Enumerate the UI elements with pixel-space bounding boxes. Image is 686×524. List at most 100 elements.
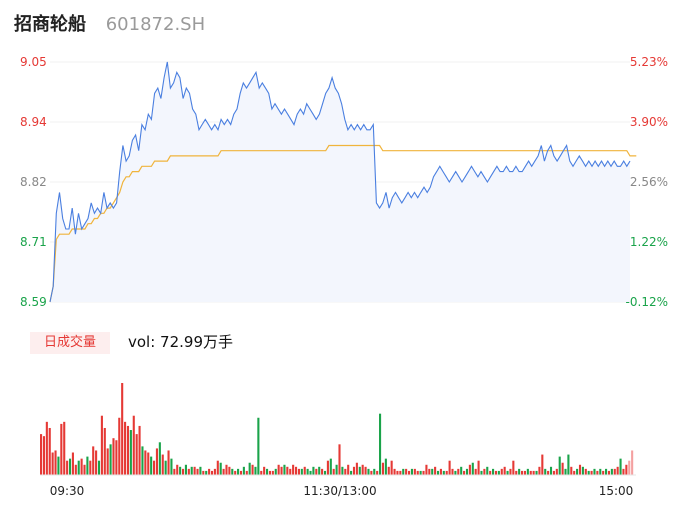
volume-bar <box>158 442 161 475</box>
volume-bar <box>361 464 364 475</box>
volume-bar <box>541 454 544 475</box>
volume-bar <box>118 417 121 475</box>
volume-bar <box>184 464 187 475</box>
volume-bar <box>538 466 541 475</box>
volume-bar <box>225 464 228 475</box>
volume-bar <box>518 468 521 475</box>
stock-name: 招商轮船 <box>14 14 86 35</box>
volume-bar <box>549 466 553 475</box>
volume-bar <box>445 470 448 475</box>
volume-bar <box>83 464 86 475</box>
volume-bar <box>294 466 298 475</box>
volume-bar <box>100 415 103 475</box>
time-axis: 09:30 11:30/13:00 15:00 <box>50 484 634 498</box>
volume-bar <box>465 468 469 475</box>
volume-bar <box>500 468 503 475</box>
volume-bar <box>266 468 269 475</box>
stock-title: 招商轮船 601872.SH <box>14 10 205 40</box>
stock-code: 601872.SH <box>105 14 206 35</box>
volume-bar <box>303 466 306 475</box>
volume-bar <box>257 417 260 475</box>
volume-bar <box>442 470 445 475</box>
price-tick-label: 8.94 <box>20 115 47 129</box>
volume-bar <box>555 468 558 475</box>
volume-bar <box>535 470 538 475</box>
volume-bar <box>153 460 156 475</box>
volume-bar <box>239 470 243 475</box>
volume-bar <box>581 466 584 475</box>
volume-bar <box>231 468 234 475</box>
volume-bar <box>596 470 599 475</box>
volume-bar <box>512 460 515 475</box>
price-axis: 9.05 8.94 8.82 8.71 8.59 <box>20 55 47 309</box>
volume-bars <box>40 383 634 475</box>
volume-bar <box>332 468 335 475</box>
volume-bar <box>89 460 92 475</box>
volume-bar <box>431 468 434 475</box>
volume-bar <box>164 460 167 475</box>
volume-bar <box>497 470 500 475</box>
volume-bar <box>199 466 202 475</box>
volume-bar <box>60 423 63 475</box>
volume-bar <box>248 462 251 475</box>
volume-bar <box>161 454 164 475</box>
volume-bar <box>251 464 254 475</box>
volume-bar <box>460 466 463 475</box>
volume-bar <box>321 468 324 475</box>
volume-bar <box>40 434 43 475</box>
volume-bar <box>190 466 193 475</box>
volume-bar <box>628 460 631 475</box>
volume-tab[interactable]: 日成交量 <box>30 332 110 354</box>
volume-bar <box>103 427 106 475</box>
volume-bar <box>51 452 54 475</box>
volume-bar <box>216 460 219 475</box>
volume-bar <box>529 470 532 475</box>
volume-bar <box>228 466 231 475</box>
volume-bar <box>202 470 205 475</box>
volume-bar <box>283 464 286 475</box>
volume-bar <box>503 466 506 475</box>
volume-bar <box>208 468 211 475</box>
volume-bar <box>358 466 361 475</box>
volume-bar <box>326 460 329 475</box>
volume-bar <box>523 470 526 475</box>
pct-axis: 5.23% 3.90% 2.56% 1.22% -0.12% <box>626 55 668 309</box>
volume-bar <box>286 466 289 475</box>
volume-bar <box>45 421 48 475</box>
volume-bar <box>631 450 634 475</box>
volume-bar <box>486 466 489 475</box>
volume-bar <box>573 470 576 475</box>
volume-bar <box>370 470 373 475</box>
volume-bar <box>213 468 216 475</box>
pct-tick-label: -0.12% <box>626 295 668 309</box>
volume-bar <box>613 468 616 475</box>
volume-bar <box>448 460 451 475</box>
volume-bar <box>109 444 112 475</box>
volume-bar <box>129 430 132 475</box>
volume-bar <box>587 470 590 475</box>
volume-bar <box>544 468 547 475</box>
volume-bar <box>242 466 245 475</box>
volume-bar <box>373 468 376 475</box>
volume-bar <box>97 460 101 475</box>
volume-bar <box>92 446 95 475</box>
volume-bar <box>268 470 272 475</box>
volume-bar <box>335 464 338 475</box>
volume-bar <box>416 470 419 475</box>
volume-bar <box>237 468 240 475</box>
price-line <box>49 61 631 303</box>
volume-bar <box>439 468 442 475</box>
volume-bar <box>193 466 196 475</box>
volume-bar <box>352 466 356 475</box>
volume-bar <box>115 440 118 475</box>
volume-bar <box>451 468 454 475</box>
price-tick-label: 9.05 <box>20 55 47 69</box>
volume-bar <box>526 468 529 475</box>
volume-bar <box>552 470 555 475</box>
volume-bar <box>222 468 225 475</box>
volume-bar <box>205 470 208 475</box>
volume-bar <box>567 454 570 475</box>
volume-bar <box>506 470 509 475</box>
volume-bar <box>561 462 564 475</box>
volume-bar <box>468 464 471 475</box>
